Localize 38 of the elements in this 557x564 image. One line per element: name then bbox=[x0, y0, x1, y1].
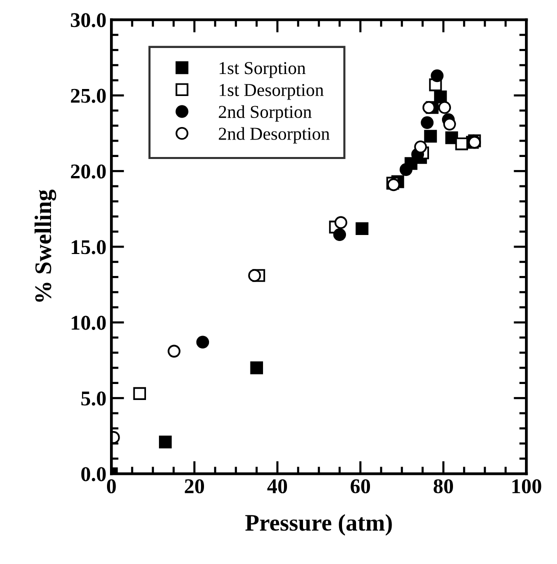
x-axis-title: Pressure (atm) bbox=[245, 514, 392, 536]
legend-label: 1st Desorption bbox=[220, 84, 324, 100]
y-tick-label: 5.0 bbox=[81, 391, 106, 406]
point bbox=[196, 336, 210, 348]
point bbox=[438, 101, 452, 114]
y-tick-label: 25.0 bbox=[70, 88, 106, 103]
y-tick-label: 0.0 bbox=[81, 467, 106, 482]
point bbox=[430, 69, 444, 82]
point bbox=[443, 118, 456, 131]
legend-label: 2nd Sorption bbox=[218, 105, 312, 122]
point bbox=[133, 387, 146, 400]
point bbox=[248, 269, 261, 282]
x-tick-label: 80 bbox=[434, 479, 453, 494]
y-axis-title: % Swelling bbox=[34, 190, 56, 302]
y-tick-label: 20.0 bbox=[70, 164, 106, 179]
y-tick-label: 10.0 bbox=[72, 316, 106, 330]
point bbox=[168, 344, 180, 358]
point bbox=[422, 101, 436, 114]
point bbox=[334, 216, 348, 229]
point bbox=[333, 228, 346, 242]
point bbox=[414, 140, 427, 154]
point bbox=[434, 90, 447, 104]
x-tick-label: 40 bbox=[267, 479, 288, 494]
legend-label: 1st Sorption bbox=[220, 62, 306, 78]
y-tick-label: 15.0 bbox=[72, 240, 106, 254]
point bbox=[250, 361, 264, 374]
point bbox=[356, 222, 368, 235]
point bbox=[424, 130, 437, 143]
point bbox=[455, 137, 468, 150]
legend-label: 2nd Desorption bbox=[218, 127, 330, 144]
x-tick-label: 0 bbox=[106, 479, 116, 494]
point bbox=[400, 163, 412, 176]
y-tick-label: 30.0 bbox=[70, 13, 106, 28]
point bbox=[420, 116, 434, 130]
x-tick-label: 60 bbox=[350, 479, 370, 494]
x-tick-label: 100 bbox=[512, 479, 542, 494]
point bbox=[158, 436, 172, 448]
x-tick-label: 20 bbox=[184, 479, 204, 494]
